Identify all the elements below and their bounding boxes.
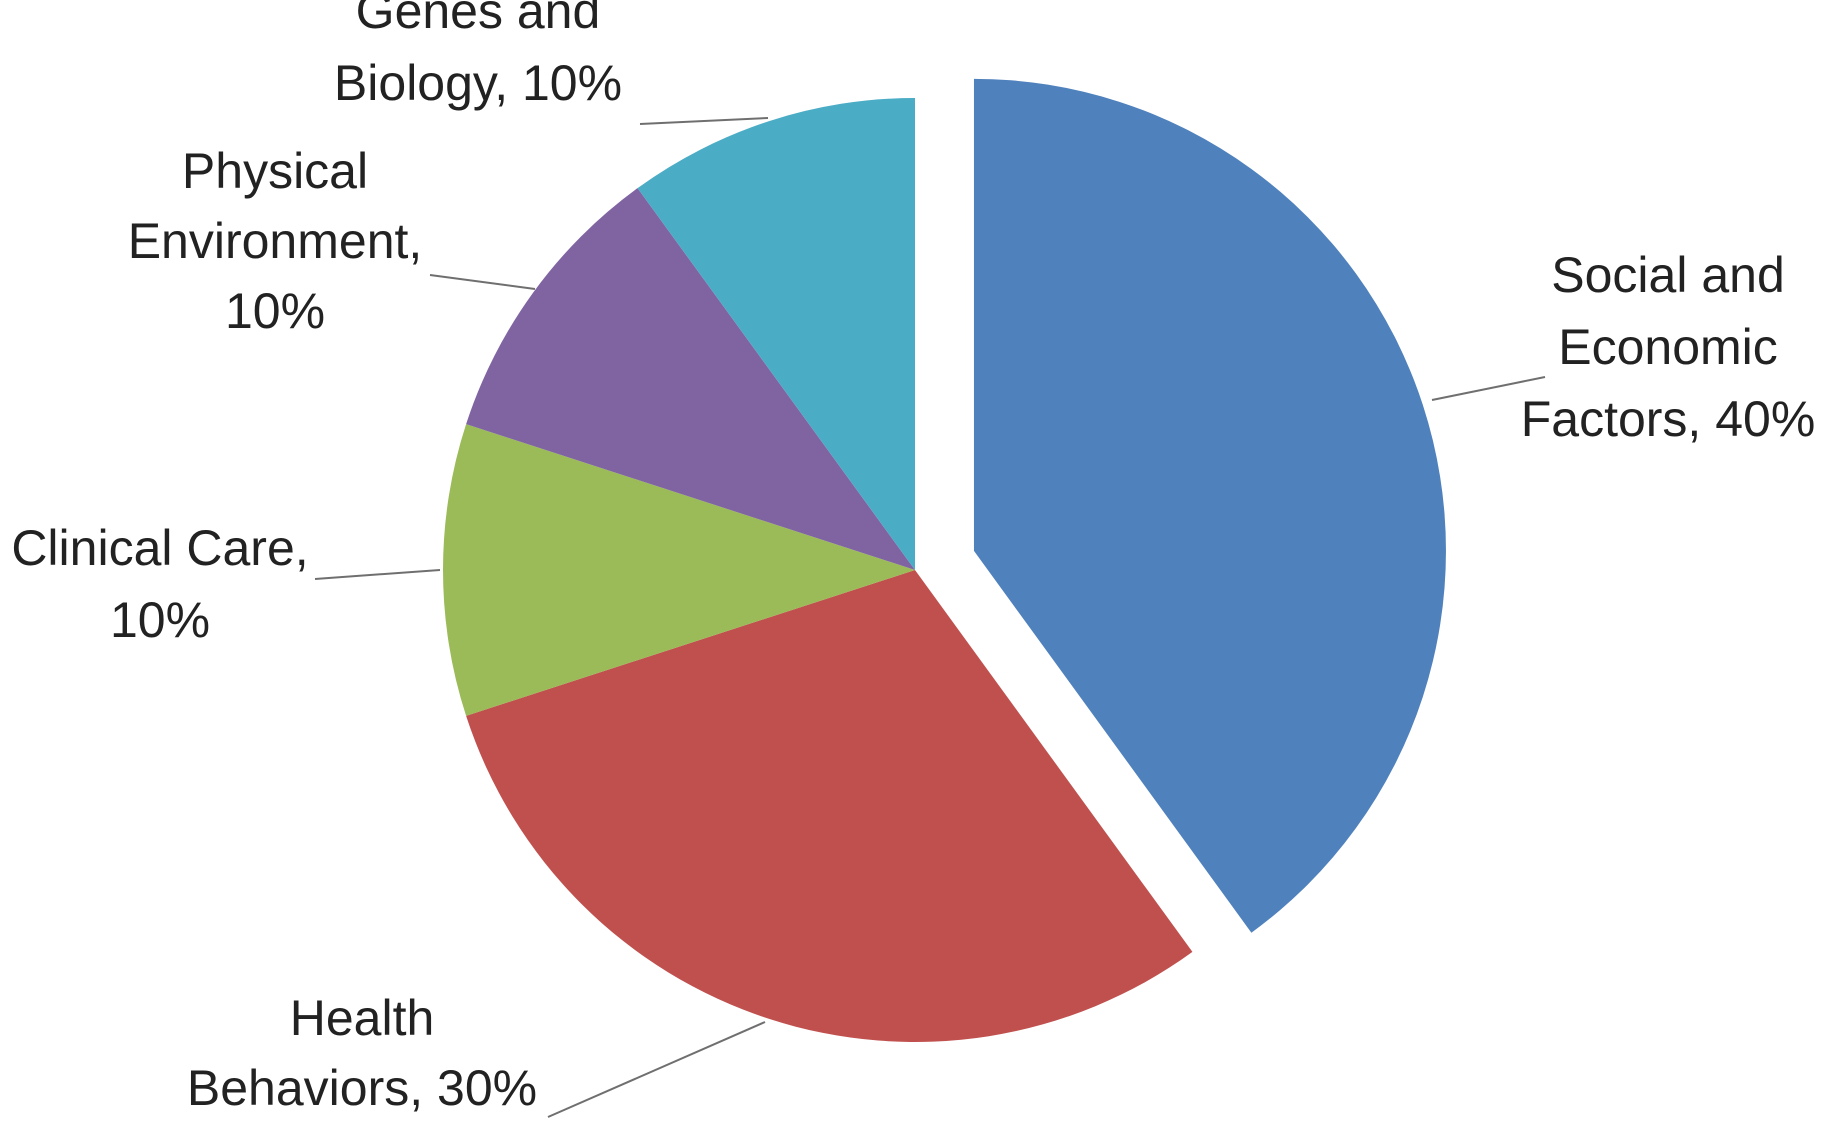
data-label-line: Clinical Care,: [11, 520, 308, 576]
data-label-line: Genes and: [356, 0, 601, 39]
leader-line-physical-environment: [429, 274, 536, 290]
data-label-line: Biology, 10%: [334, 55, 622, 111]
data-label-line: 10%: [110, 592, 210, 648]
data-label-line: Physical: [182, 143, 368, 199]
pie-slice-genes-biology: [637, 98, 915, 570]
data-label-line: Behaviors, 30%: [187, 1060, 537, 1116]
leader-line-health-behaviors: [547, 1021, 766, 1118]
leader-line-genes-biology: [639, 117, 769, 125]
data-label-line: 10%: [225, 283, 325, 339]
data-label-line: Factors, 40%: [1521, 391, 1816, 447]
leader-line-clinical-care: [314, 569, 441, 580]
data-label-line: Health: [290, 990, 435, 1046]
pie-slice-physical-environment: [466, 188, 915, 570]
data-label-clinical-care: Clinical Care, 10%: [11, 520, 308, 648]
data-label-social-economic: Social and Economic Factors, 40%: [1521, 247, 1816, 447]
data-label-line: Economic: [1558, 319, 1778, 375]
data-label-genes-biology: Genes and Biology, 10%: [334, 0, 622, 111]
data-labels-layer: Social and Economic Factors, 40% Health Beha…: [11, 0, 1815, 1116]
pie-slice-clinical-care: [443, 424, 915, 716]
slices-layer: [443, 78, 1446, 1042]
data-label-health-behaviors: Health Behaviors, 30%: [187, 990, 537, 1116]
pie-slice-social-economic: [973, 78, 1446, 933]
data-label-physical-environment: Physical Environment, 10%: [128, 143, 423, 339]
data-label-line: Social and: [1551, 247, 1785, 303]
pie-slice-health-behaviors: [466, 570, 1193, 1042]
data-label-line: Environment,: [128, 213, 423, 269]
leader-line-social-economic: [1431, 376, 1546, 401]
leader-lines-layer: [314, 117, 1546, 1118]
